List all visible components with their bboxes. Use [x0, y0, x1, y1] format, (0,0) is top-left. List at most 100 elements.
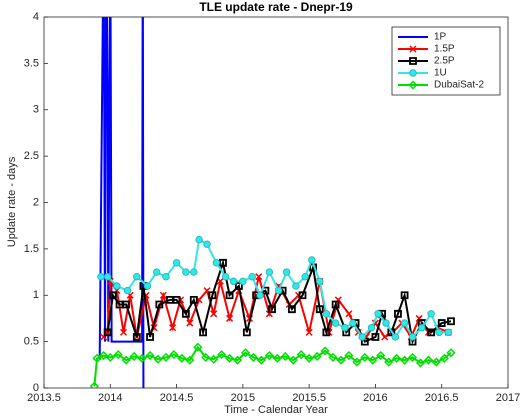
marker — [143, 282, 152, 290]
marker — [345, 310, 353, 318]
marker — [305, 328, 313, 336]
marker — [391, 333, 400, 341]
marker — [248, 273, 256, 281]
marker — [344, 350, 354, 361]
x-tick-label: 2015.5 — [292, 392, 326, 404]
marker — [328, 352, 338, 362]
marker — [113, 282, 121, 290]
marker — [103, 273, 112, 281]
marker — [407, 352, 418, 362]
marker — [394, 309, 402, 318]
y-tick-label: 3 — [33, 104, 39, 116]
marker — [153, 354, 163, 364]
marker — [437, 319, 446, 327]
marker — [376, 350, 386, 361]
marker — [358, 333, 366, 341]
marker — [268, 305, 276, 314]
marker — [371, 333, 380, 341]
marker — [132, 333, 141, 341]
marker — [195, 235, 203, 244]
marker — [169, 350, 179, 360]
marker — [104, 328, 112, 336]
marker — [312, 351, 322, 362]
marker — [256, 355, 266, 365]
marker — [296, 350, 306, 360]
marker — [374, 310, 382, 318]
legend-label: 2.5P — [434, 56, 455, 67]
marker — [129, 351, 139, 362]
marker — [255, 273, 263, 281]
marker — [274, 286, 283, 295]
marker — [169, 324, 177, 332]
y-tick-label: 2.5 — [24, 150, 39, 162]
marker — [229, 277, 238, 285]
marker — [409, 57, 417, 65]
y-axis-label: Update rate - days — [6, 156, 18, 247]
marker — [418, 324, 426, 332]
marker — [225, 291, 234, 300]
marker — [248, 352, 259, 362]
marker — [217, 350, 227, 360]
x-axis-label: Time - Calendar Year — [224, 404, 328, 416]
marker — [225, 353, 235, 363]
marker — [199, 328, 207, 337]
marker — [172, 259, 181, 267]
y-tick-label: 1.5 — [24, 243, 39, 255]
marker — [439, 353, 449, 363]
marker — [152, 268, 161, 276]
marker — [316, 277, 324, 285]
marker — [423, 355, 434, 365]
marker — [97, 273, 105, 281]
marker — [232, 355, 243, 365]
y-tick-label: 2 — [33, 196, 39, 208]
marker — [427, 310, 435, 318]
marker — [415, 358, 426, 368]
marker — [264, 350, 274, 361]
marker — [146, 333, 154, 341]
marker — [181, 309, 190, 318]
marker — [201, 352, 211, 362]
marker — [185, 355, 195, 365]
y-tick-label: 3.5 — [24, 57, 39, 69]
marker — [444, 328, 453, 336]
marker — [400, 291, 409, 300]
marker — [182, 268, 190, 276]
marker — [133, 273, 141, 281]
marker — [189, 295, 198, 304]
marker — [384, 357, 394, 367]
marker — [177, 353, 187, 363]
x-tick-label: 2014 — [98, 392, 122, 404]
marker — [298, 291, 307, 300]
marker — [159, 291, 167, 299]
marker — [113, 350, 123, 360]
marker — [92, 353, 102, 363]
marker — [315, 305, 324, 314]
marker — [322, 328, 331, 337]
marker — [447, 317, 455, 326]
marker — [392, 353, 402, 363]
chart-title: TLE update rate - Dnepr-19 — [199, 0, 353, 14]
marker — [292, 282, 300, 290]
marker — [209, 354, 219, 364]
marker — [320, 346, 330, 356]
marker — [352, 357, 362, 367]
y-tick-label: 0.5 — [24, 336, 39, 348]
x-tick-label: 2015 — [231, 392, 255, 404]
marker — [427, 328, 436, 337]
marker — [265, 268, 274, 276]
legend-label: 1.5P — [434, 44, 455, 55]
marker — [400, 319, 409, 327]
marker — [122, 300, 131, 309]
marker — [408, 80, 418, 90]
marker — [120, 328, 128, 336]
marker — [431, 357, 441, 367]
marker — [400, 355, 410, 365]
marker — [109, 291, 117, 300]
marker — [368, 355, 378, 365]
series-line — [98, 17, 145, 388]
marker — [446, 348, 456, 358]
legend-label: DubaiSat-2 — [434, 80, 484, 91]
marker — [172, 295, 181, 304]
x-tick-label: 2013.5 — [27, 392, 61, 404]
marker — [162, 273, 170, 281]
